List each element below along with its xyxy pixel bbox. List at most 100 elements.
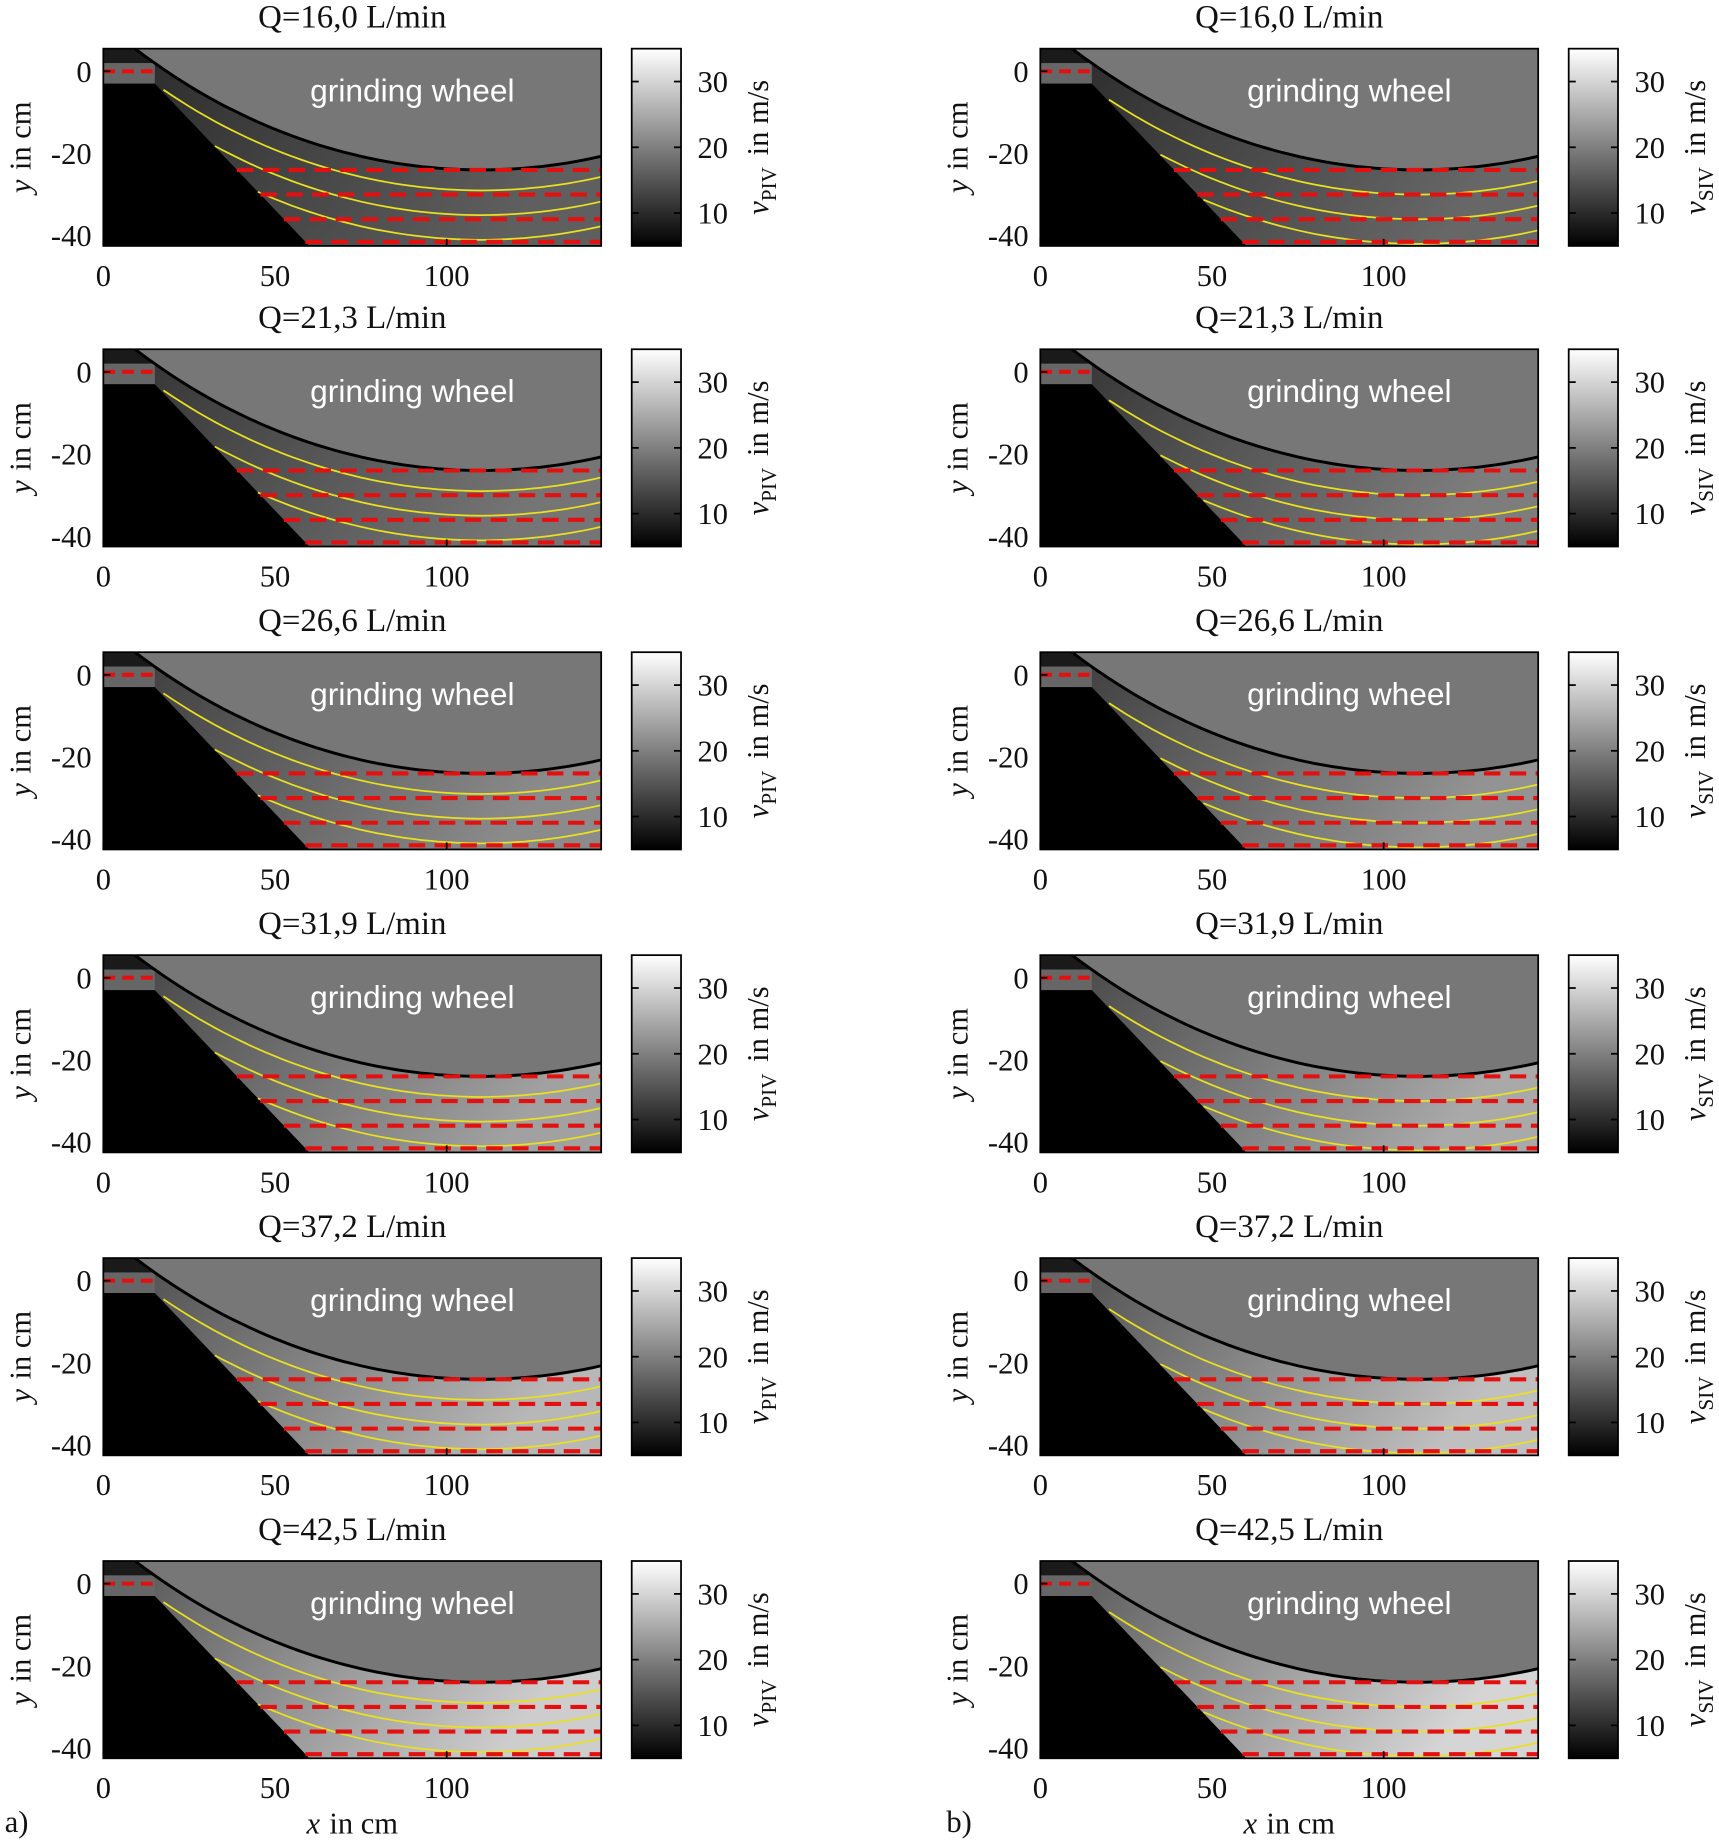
wheel-edge xyxy=(132,48,602,172)
chart-title: Q=42,5 L/min xyxy=(258,1512,446,1548)
annotation: grinding wheel xyxy=(1247,1585,1451,1621)
grinding-wheel xyxy=(135,1561,602,1683)
contour xyxy=(257,1400,602,1451)
x-tick-label: 100 xyxy=(1361,1771,1407,1805)
field xyxy=(1040,652,1539,850)
contour xyxy=(162,1601,602,1704)
axes-frame xyxy=(102,651,603,851)
colorbar-tick-label: 20 xyxy=(697,734,728,768)
wheel-edge xyxy=(132,652,602,775)
colorbar-symbol: v xyxy=(1678,501,1712,515)
axes-frame xyxy=(1039,47,1540,247)
colorbar-tick-label: 30 xyxy=(697,1577,728,1611)
colorbar-subscript: SIV xyxy=(1694,467,1718,502)
colorbar-symbol: v xyxy=(1678,1410,1712,1424)
x-tick-label: 100 xyxy=(1361,1468,1407,1502)
y-unit: in cm xyxy=(4,402,38,471)
chart-title: Q=37,2 L/min xyxy=(1195,1209,1383,1245)
x-tick-label: 100 xyxy=(424,259,470,293)
colorbar-tick-label: 20 xyxy=(1634,734,1665,768)
y-unit: in cm xyxy=(941,101,975,170)
colorbar-tick-label: 10 xyxy=(697,800,728,834)
colorbar-subscript: SIV xyxy=(1694,770,1718,805)
colorbar: 10 20 30 vSIV in m/s xyxy=(1567,651,1718,851)
colorbar-subscript: SIV xyxy=(1694,1376,1718,1411)
grinding-wheel xyxy=(1072,1561,1539,1683)
colorbar-unit: in m/s xyxy=(1678,380,1712,455)
x-tick-label: 50 xyxy=(1197,862,1228,896)
x-symbol: x xyxy=(305,1806,320,1840)
contour xyxy=(1160,153,1539,221)
wheel-edge xyxy=(132,349,602,473)
y-axis-label: y in cm xyxy=(941,101,975,196)
y-unit: in cm xyxy=(941,705,975,774)
colorbar-scale xyxy=(630,954,682,1154)
colorbar-symbol: v xyxy=(1678,1713,1712,1727)
colorbar-symbol: v xyxy=(741,1713,775,1727)
colorbar-symbol: v xyxy=(741,1410,775,1424)
axes-frame xyxy=(102,348,603,548)
colorbar-tick-label: 30 xyxy=(1634,1275,1665,1309)
colorbar-scale xyxy=(1567,1257,1619,1457)
y-tick-label: -20 xyxy=(988,1044,1029,1078)
y-axis-label: y in cm xyxy=(4,1311,38,1406)
y-symbol: y xyxy=(941,1086,975,1103)
colorbar-label: vSIV in m/s xyxy=(1678,1289,1718,1424)
contour xyxy=(214,1657,602,1729)
grinding-wheel xyxy=(1072,349,1539,471)
wheel-edge xyxy=(1069,652,1539,775)
colorbar-subscript: SIV xyxy=(1694,1679,1718,1714)
contour xyxy=(1160,757,1539,824)
chart-title: Q=37,2 L/min xyxy=(258,1209,446,1245)
grinding-wheel xyxy=(1072,955,1539,1077)
colorbar-tick-label: 20 xyxy=(1634,1643,1665,1677)
colorbar-tick-label: 20 xyxy=(1634,431,1665,465)
colorbar-symbol: v xyxy=(741,201,775,215)
solid-region xyxy=(103,687,310,850)
x-tick-label: 0 xyxy=(96,559,111,593)
colorbar-tick-label: 10 xyxy=(697,1103,728,1137)
y-axis-label: y in cm xyxy=(941,402,975,497)
colorbar-tick-label: 10 xyxy=(697,497,728,531)
y-axis-label: y in cm xyxy=(941,1008,975,1103)
x-tick-label: 50 xyxy=(260,559,291,593)
solid-region xyxy=(1040,687,1247,850)
colorbar-tick-label: 20 xyxy=(697,1643,728,1677)
y-tick-label: -40 xyxy=(988,219,1029,253)
colorbar-symbol: v xyxy=(741,1107,775,1121)
y-unit: in cm xyxy=(4,101,38,170)
annotation: grinding wheel xyxy=(310,73,514,109)
nozzle xyxy=(103,363,155,385)
x-tick-label: 50 xyxy=(260,1468,291,1502)
y-tick-label: -40 xyxy=(988,1126,1029,1160)
colorbar-tick-label: 10 xyxy=(1634,497,1665,531)
colorbar-tick-label: 30 xyxy=(697,669,728,703)
annotation: grinding wheel xyxy=(310,676,514,712)
grinding-wheel xyxy=(135,955,602,1077)
colorbar-tick-label: 20 xyxy=(1634,1037,1665,1071)
y-symbol: y xyxy=(941,783,975,800)
axes-frame xyxy=(102,1560,603,1760)
y-tick-label: 0 xyxy=(76,658,91,692)
field xyxy=(103,955,602,1153)
subplot: grinding wheel Q=37,2 L/min 0 50 100 -40 -20 0 y… xyxy=(4,1209,782,1502)
colorbar: 10 20 30 vPIV in m/s xyxy=(630,1257,781,1457)
colorbar-subscript: PIV xyxy=(757,1376,781,1411)
contour xyxy=(1160,1666,1539,1733)
chart-title: Q=42,5 L/min xyxy=(1195,1512,1383,1548)
colorbar-unit: in m/s xyxy=(1678,1592,1712,1667)
y-unit: in cm xyxy=(4,1311,38,1380)
y-tick-label: -40 xyxy=(51,1732,92,1766)
y-tick-label: 0 xyxy=(76,961,91,995)
colorbar-scale xyxy=(630,1257,682,1457)
x-tick-label: 0 xyxy=(96,1165,111,1199)
y-tick-label: -40 xyxy=(988,1732,1029,1766)
solid-region xyxy=(103,384,310,547)
colorbar-tick-label: 30 xyxy=(1634,1577,1665,1611)
panel-label: b) xyxy=(946,1805,971,1839)
y-tick-label: -40 xyxy=(51,520,92,554)
x-tick-label: 50 xyxy=(260,862,291,896)
wheel-edge xyxy=(1069,1561,1539,1684)
colorbar: 10 20 30 vSIV in m/s xyxy=(1567,1257,1718,1457)
